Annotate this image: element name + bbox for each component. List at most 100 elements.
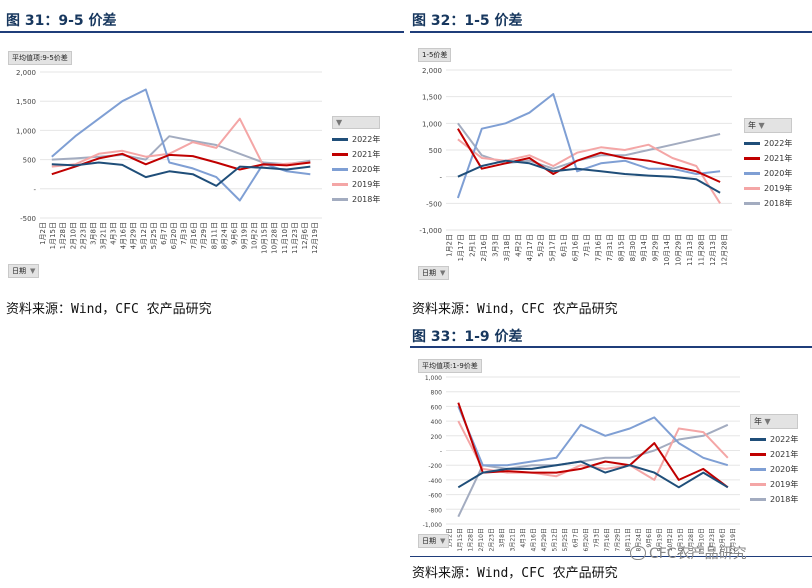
x-tick-label: 12月19日 [730,528,737,554]
legend-label: 2022年 [352,135,381,144]
y-tick-label: 2,000 [16,69,36,77]
line-chart: -1,000-800-600-400-200-2004006008001,000… [423,375,740,554]
legend-title: 年 [754,417,762,426]
y-tick-label: -500 [426,200,442,208]
x-tick-label: 8月30日 [629,234,637,261]
legend-filter-button[interactable]: ▼ [332,116,381,129]
x-tick-label: 6月20日 [583,528,590,551]
source-note: 资料来源：Wind，CFC 农产品研究 [6,302,212,317]
y-tick-label: -800 [428,507,442,514]
y-tick-label: -1,000 [419,227,442,235]
figure-title: 图 31：9-5 价差 [6,13,117,29]
y-tick-label: 1,000 [422,120,442,128]
series-line-2020年 [456,93,721,199]
x-tick-label: 5月12日 [140,222,148,249]
y-tick-label: 2,000 [422,67,442,75]
series-line-2018年 [51,135,311,166]
legend-label: 2020年 [770,465,799,474]
field-label: 日期 [422,269,436,277]
chart-legend: ▼ 2022年 2021年 2020年 2019年 2018年 [332,116,381,207]
x-tick-label: 7月16日 [190,222,198,249]
x-tick-label: 3月21日 [509,528,516,551]
legend-swatch [332,183,348,186]
filter-dropdown-icon[interactable]: ▼ [762,417,771,426]
x-tick-label: 2月23日 [79,222,87,249]
x-tick-label: 4月16日 [530,528,537,551]
date-field-button[interactable]: 日期 ▼ [8,264,40,278]
y-tick-label: - [440,449,442,456]
value-field-badge[interactable]: 平均值项:9-5价差 [8,51,72,65]
legend-item: 2022年 [744,136,792,151]
legend-field-button[interactable]: 年 ▼ [750,414,799,429]
x-tick-label: 11月28日 [697,234,705,266]
x-tick-label: 1月28日 [467,528,474,551]
x-tick-label: 5月25日 [562,528,569,551]
y-tick-label: 500 [23,157,36,165]
date-field-button[interactable]: 日期 ▼ [418,534,450,548]
legend-field-button[interactable]: 年 ▼ [744,118,793,133]
x-tick-label: 11月13日 [686,234,694,266]
x-tick-label: 8月24日 [635,528,642,551]
y-tick-label: -600 [428,493,442,500]
legend-swatch [332,168,348,171]
x-tick-label: 3月21日 [99,222,107,249]
legend-item: 2018年 [332,192,380,207]
x-tick-label: 6月1日 [560,234,568,257]
series-line-2021年 [51,152,311,176]
y-tick-label: -400 [428,478,442,485]
legend-label: 2021年 [770,450,799,459]
legend-swatch [744,172,760,175]
x-tick-label: 9月14日 [640,234,648,261]
bottom-rule [410,556,812,557]
x-tick-label: 5月12日 [551,528,558,551]
series-line-2022年 [457,159,721,194]
field-label: 日期 [422,537,436,545]
legend-label: 2018年 [764,199,793,208]
legend-swatch [750,453,766,456]
x-tick-label: 2月10日 [69,222,77,249]
value-field-badge[interactable]: 1-5价差 [418,48,452,62]
filter-dropdown-icon[interactable]: ▼ [30,267,36,275]
legend-label: 2018年 [770,495,799,504]
legend-label: 2020年 [764,169,793,178]
x-tick-label: 10月15日 [261,222,269,254]
legend-item: 2020年 [750,462,798,477]
x-tick-label: 3月8日 [499,528,506,548]
x-tick-label: 8月15日 [617,234,625,261]
x-tick-label: 4月29日 [541,528,548,551]
x-tick-label: 9月6日 [646,528,653,548]
series-line-2021年 [457,402,729,489]
legend-label: 2021年 [352,150,381,159]
x-tick-label: 3月8日 [89,222,97,245]
x-tick-label: 5月25日 [150,222,158,249]
y-tick-label: 1,000 [425,375,442,382]
title-rule [410,31,812,33]
date-field-button[interactable]: 日期 ▼ [418,266,450,280]
series-line-2019年 [457,138,721,204]
filter-dropdown-icon[interactable]: ▼ [756,121,765,130]
filter-dropdown-icon[interactable]: ▼ [440,537,446,545]
legend-swatch [744,142,760,145]
x-tick-label: 11月10日 [281,222,289,254]
figure-title: 图 32：1-5 价差 [412,13,523,29]
x-tick-label: 7月3日 [180,222,188,245]
x-tick-label: 11月23日 [709,528,716,554]
x-tick-label: 1月2日 [446,528,453,548]
filter-dropdown-icon[interactable]: ▼ [336,118,343,127]
x-tick-label: 5月2日 [537,234,545,257]
legend-label: 2021年 [764,154,793,163]
wechat-icon [630,546,646,560]
y-tick-label: - [439,174,442,182]
y-tick-label: -200 [428,463,442,470]
legend-item: 2019年 [744,181,792,196]
filter-dropdown-icon[interactable]: ▼ [440,269,446,277]
legend-title: 年 [748,121,756,130]
x-tick-label: 7月3日 [593,528,600,548]
x-tick-label: 1月28日 [59,222,67,249]
legend-item: 2019年 [332,177,380,192]
x-tick-label: 6月7日 [160,222,168,245]
y-tick-label: -500 [20,215,36,223]
value-field-badge[interactable]: 平均值项:1-9价差 [418,359,482,373]
x-tick-label: 7月29日 [614,528,621,551]
x-tick-label: 10月15日 [677,528,684,554]
